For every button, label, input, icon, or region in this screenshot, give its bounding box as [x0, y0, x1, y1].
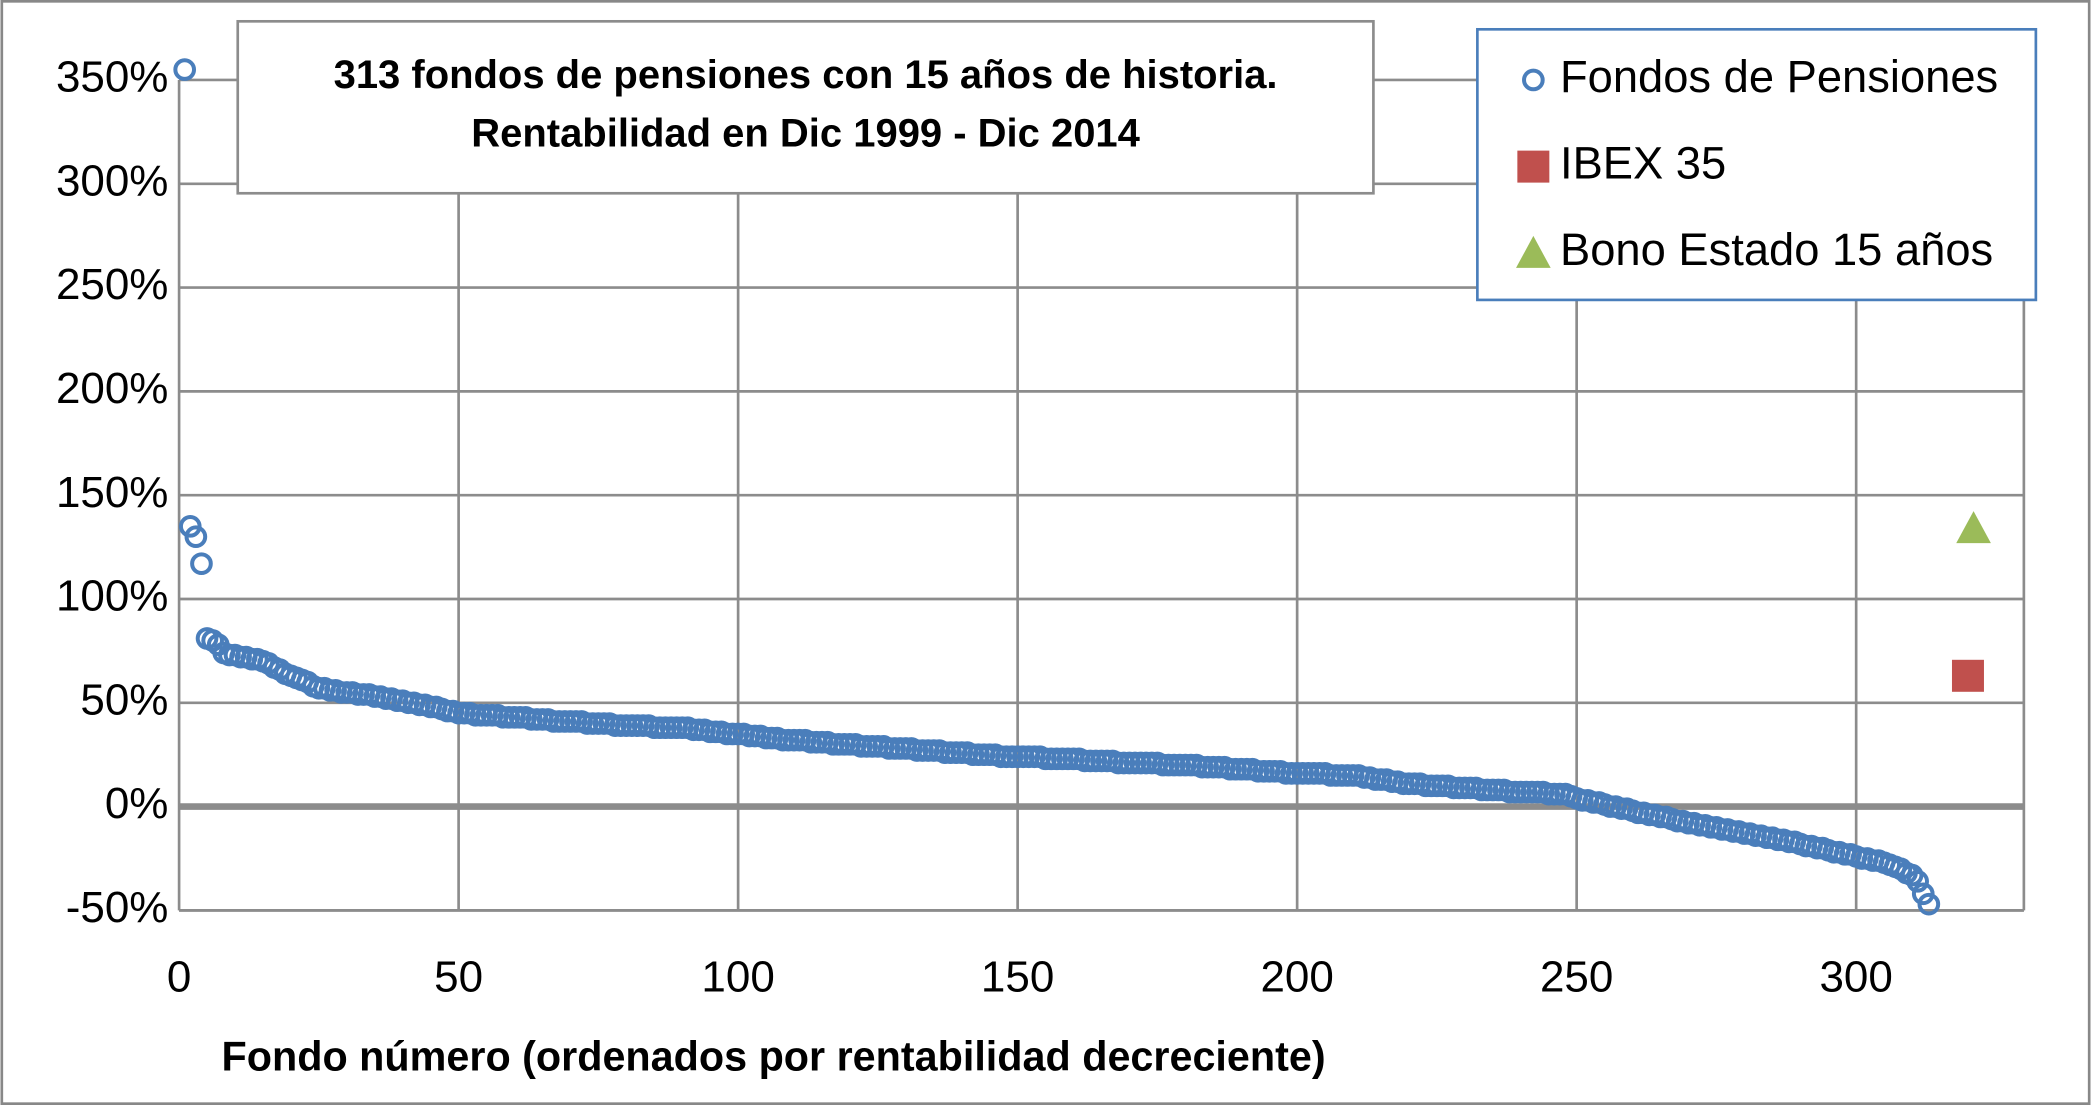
point [1906, 869, 1929, 893]
x-tick-label: 0 [167, 952, 191, 1001]
x-tick-label: 300 [1819, 952, 1892, 1001]
point [173, 58, 197, 81]
y-tick-label: -50% [66, 883, 169, 932]
point [1951, 659, 1984, 692]
point [1917, 892, 1941, 916]
y-tick-label: 50% [80, 675, 168, 724]
x-tick-label: 100 [701, 952, 774, 1001]
point [184, 525, 208, 549]
point [1900, 863, 1924, 887]
y-tick-label: 250% [56, 260, 168, 309]
y-tick-label: 0% [105, 779, 169, 828]
point [190, 552, 213, 576]
legend-label: Bono Estado 15 años [1560, 224, 1993, 275]
legend-box [1476, 27, 2038, 302]
y-tick-label: 150% [56, 468, 168, 517]
legend-label: IBEX 35 [1560, 138, 1726, 189]
y-tick-label: 100% [56, 572, 168, 621]
y-tick-label: 300% [56, 156, 168, 205]
legend-marker [1522, 68, 1545, 92]
legend-marker [1517, 150, 1550, 183]
chart-title: Rentabilidad en Dic 1999 - Dic 2014 [471, 112, 1140, 156]
y-tick-label: 350% [56, 53, 168, 102]
chart-title: 313 fondos de pensiones con 15 años de h… [334, 53, 1278, 97]
x-tick-label: 250 [1540, 952, 1613, 1001]
legend-marker [1516, 235, 1551, 268]
point [1956, 511, 1991, 544]
y-tick-label: 200% [56, 364, 168, 413]
title-box [236, 19, 1375, 195]
x-tick-label: 150 [981, 952, 1054, 1001]
x-tick-label: 200 [1260, 952, 1333, 1001]
x-tick-label: 50 [434, 952, 483, 1001]
legend-label: Fondos de Pensiones [1560, 51, 1998, 102]
x-axis-title: Fondo número (ordenados por rentabilidad… [222, 1034, 1326, 1080]
